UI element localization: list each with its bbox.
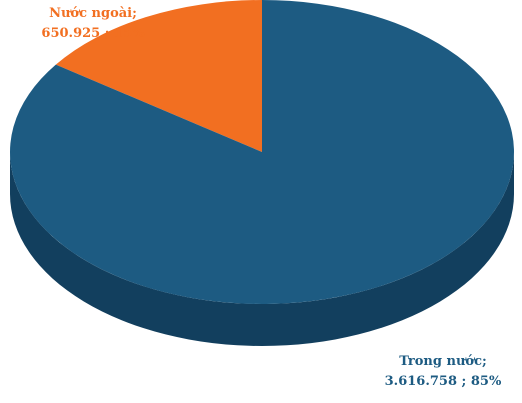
slice-separator2-foreign: ; — [104, 26, 110, 41]
slice-percent-domestic: 85% — [470, 374, 502, 389]
slice-percent-foreign: 15% — [114, 26, 145, 41]
pie-slices — [10, 0, 515, 304]
slice-value-domestic: 3.616.758 — [384, 374, 458, 389]
pie-side-domestic — [10, 152, 514, 346]
slice-name-domestic: Trong nước — [399, 354, 482, 369]
pie-slice-foreign — [55, 0, 262, 152]
pie-slice-domestic — [10, 0, 515, 304]
slice-separator-domestic: ; — [482, 354, 487, 369]
slice-name-foreign: Nước ngoài — [49, 6, 133, 21]
pie-depth — [10, 152, 514, 346]
slice-label-foreign: Nước ngoài; 650.925 ; 15% — [28, 4, 158, 44]
slice-value-foreign: 650.925 — [41, 26, 101, 41]
slice-label-domestic: Trong nước; 3.616.758 ; 85% — [368, 352, 518, 392]
slice-separator-foreign: ; — [132, 6, 137, 21]
slice-separator2-domestic: ; — [461, 374, 467, 389]
